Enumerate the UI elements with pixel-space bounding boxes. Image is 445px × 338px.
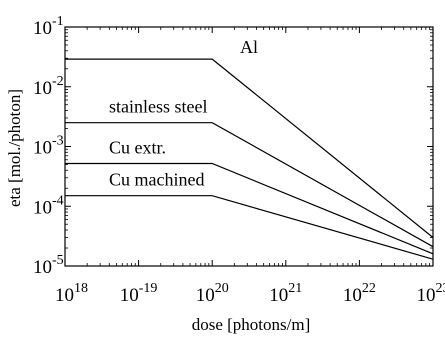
series-label-3: Cu machined [109, 170, 204, 190]
series-line-3 [65, 195, 434, 260]
series-label-0: Al [240, 37, 258, 57]
y-tick-label: 10-4 [33, 193, 64, 218]
series-label-1: stainless steel [109, 97, 207, 117]
tick-labels: 1018 10-19 1020 1021 1022 1023 10-5 10-4 10-3 10-… [33, 14, 445, 306]
x-tick-label: 10-19 [120, 281, 158, 306]
x-tick-label: 1023 [417, 281, 445, 306]
x-tick-label: 1018 [55, 281, 88, 306]
series-line-0 [65, 58, 434, 238]
x-axis-label: dose [photons/m] [192, 315, 311, 334]
series-labels: Al stainless steel Cu extr. Cu machined [109, 37, 258, 190]
y-tick-label: 10-3 [33, 134, 64, 159]
axis-ticks [64, 26, 434, 267]
y-tick-label: 10-2 [33, 74, 64, 99]
y-axis-label: eta [mol./photon] [5, 89, 24, 207]
series-line-2 [65, 162, 434, 255]
series-line-1 [65, 122, 434, 248]
y-tick-label: 10-5 [33, 253, 64, 278]
series-label-2: Cu extr. [109, 137, 166, 157]
x-tick-label: 1021 [269, 281, 302, 306]
x-tick-label: 1020 [196, 281, 229, 306]
series-lines [65, 58, 434, 260]
x-tick-label: 1022 [343, 281, 376, 306]
y-tick-label: 10-1 [33, 14, 64, 39]
